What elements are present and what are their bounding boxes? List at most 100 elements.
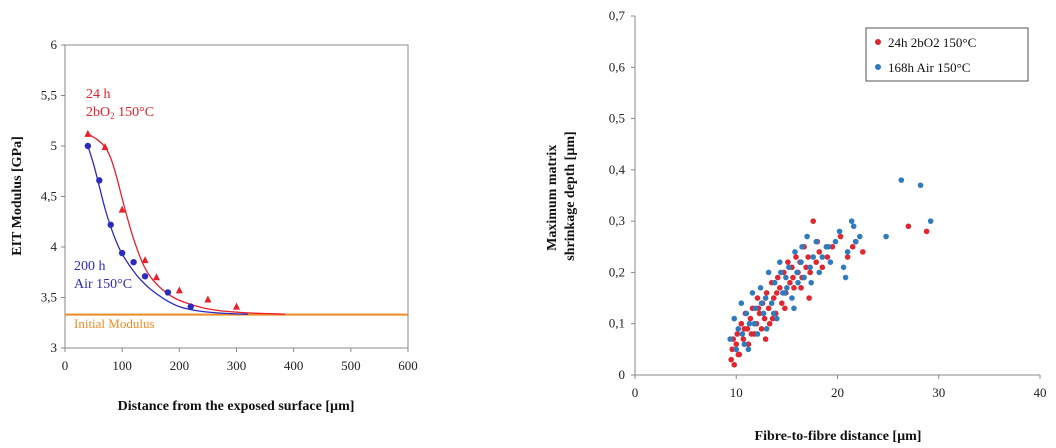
shrinkage-y-tick-label: 0,3 <box>609 213 625 228</box>
red-point-24h-2bO2 <box>733 341 740 348</box>
red-point-24h-2bO2 <box>758 326 765 332</box>
blue-series-point <box>187 303 194 310</box>
shrinkage-y-tick-label: 0 <box>619 367 626 382</box>
red-point-24h-2bO2 <box>754 295 761 301</box>
modulus-y-ticks: 3 3,5 4 4,5 5 5,5 6 <box>41 37 65 355</box>
red-point-24h-2bO2 <box>729 346 735 353</box>
red-series-point <box>101 143 109 151</box>
red-point-24h-2bO2 <box>761 315 768 322</box>
blue-point-168h-air <box>738 300 745 307</box>
red-point-24h-2bO2 <box>905 223 912 230</box>
shrinkage-x-tick-label: 20 <box>831 385 844 400</box>
red-point-24h-2bO2 <box>810 218 816 224</box>
modulus-x-tick-label: 100 <box>112 358 132 373</box>
shrinkage-y-tick-label: 0,1 <box>609 316 625 331</box>
blue-point-168h-air <box>743 310 750 317</box>
blue-point-168h-air <box>776 259 783 265</box>
blue-point-168h-air <box>883 233 889 240</box>
red-point-24h-2bO2 <box>819 264 826 271</box>
modulus-x-ticks: 0 100 200 300 400 500 600 <box>62 348 418 373</box>
red-point-24h-2bO2 <box>756 310 763 317</box>
red-series-point <box>233 302 240 310</box>
red-point-24h-2bO2 <box>824 254 831 260</box>
shrinkage-y-tick-label: 0,4 <box>609 162 626 177</box>
blue-point-168h-air <box>768 300 775 307</box>
blue-series-point <box>141 273 149 280</box>
red-series-label-line-2: 2bO <box>86 105 110 120</box>
blue-point-168h-air <box>760 310 767 317</box>
modulus-x-tick-label: 600 <box>398 358 418 373</box>
red-point-24h-2bO2 <box>776 285 783 291</box>
red-series-point <box>152 273 160 281</box>
red-point-24h-2bO2 <box>738 320 745 327</box>
blue-series-label-2: Air 150°C <box>74 277 132 292</box>
red-point-24h-2bO2 <box>860 249 866 255</box>
blue-point-168h-air <box>727 336 733 342</box>
shrinkage-x-tick-label: 40 <box>1034 385 1047 400</box>
modulus-chart: 3 3,5 4 4,5 5 5,5 6 0 100 200 300 400 500 600 Initia… <box>10 37 418 414</box>
blue-point-168h-air <box>792 249 798 255</box>
shrinkage-y-axis-label-line-2: shrinkage depth [µm] <box>563 131 578 260</box>
red-point-24h-2bO2 <box>769 315 776 322</box>
shrinkage-data-points <box>727 177 934 368</box>
blue-point-168h-air <box>848 218 855 224</box>
blue-point-168h-air <box>840 264 847 271</box>
shrinkage-x-tick-label: 10 <box>730 385 743 400</box>
red-series-label-2: 2bO2 150°C <box>86 105 154 121</box>
red-point-24h-2bO2 <box>782 305 788 312</box>
blue-point-168h-air <box>801 274 807 281</box>
blue-series-label-line-2: Air 150°C <box>74 277 132 292</box>
modulus-y-tick-label: 3,5 <box>41 290 57 305</box>
blue-point-168h-air <box>810 254 816 260</box>
modulus-y-tick-label: 6 <box>51 37 58 52</box>
blue-series-point <box>96 177 103 184</box>
blue-point-168h-air <box>782 290 788 296</box>
red-point-24h-2bO2 <box>923 228 930 235</box>
blue-point-168h-air <box>773 315 780 322</box>
modulus-data-points <box>84 129 240 310</box>
red-point-24h-2bO2 <box>741 326 748 332</box>
blue-point-168h-air <box>917 182 924 189</box>
red-point-24h-2bO2 <box>803 264 809 271</box>
blue-point-168h-air <box>804 233 810 240</box>
blue-point-168h-air <box>741 341 748 348</box>
blue-point-168h-air <box>789 295 795 301</box>
red-point-24h-2bO2 <box>773 290 780 296</box>
legend-label-168h-air: 168h Air 150°C <box>888 60 970 75</box>
shrinkage-y-axis-label-line-1: Maximum matrix <box>545 145 560 251</box>
modulus-x-tick-label: 300 <box>227 358 247 373</box>
red-series-point <box>141 256 149 264</box>
blue-series-point <box>107 221 114 228</box>
blue-point-168h-air <box>784 285 790 291</box>
legend-label-24h-2bO2: 24h 2bO2 150°C <box>888 35 976 50</box>
blue-point-168h-air <box>856 233 863 240</box>
modulus-x-axis-label: Distance from the exposed surface [µm] <box>118 399 355 414</box>
red-point-24h-2bO2 <box>735 351 742 358</box>
shrinkage-x-tick-label: 30 <box>932 385 945 400</box>
shrinkage-y-axis-label: Maximum matrix shrinkage depth [µm] <box>545 131 578 260</box>
blue-point-168h-air <box>770 310 777 317</box>
red-series-label-subscript: 2 <box>110 111 115 121</box>
blue-point-168h-air <box>807 264 813 271</box>
blue-point-168h-air <box>816 269 823 276</box>
blue-point-168h-air <box>752 305 759 312</box>
blue-series-point <box>130 258 137 266</box>
red-point-24h-2bO2 <box>779 300 785 307</box>
red-point-24h-2bO2 <box>787 279 793 286</box>
blue-point-168h-air <box>762 295 769 301</box>
red-point-24h-2bO2 <box>816 249 823 255</box>
blue-point-168h-air <box>739 331 746 337</box>
red-point-24h-2bO2 <box>844 254 851 260</box>
blue-point-168h-air <box>850 223 857 230</box>
modulus-x-tick-label: 200 <box>170 358 190 373</box>
red-point-24h-2bO2 <box>805 254 811 260</box>
blue-point-168h-air <box>763 326 770 332</box>
blue-point-168h-air <box>813 238 820 245</box>
red-point-24h-2bO2 <box>807 269 813 276</box>
blue-point-168h-air <box>751 320 758 327</box>
blue-point-168h-air <box>771 279 778 286</box>
modulus-x-tick-label: 500 <box>341 358 361 373</box>
blue-point-168h-air <box>731 315 738 322</box>
red-series-point <box>84 129 92 137</box>
